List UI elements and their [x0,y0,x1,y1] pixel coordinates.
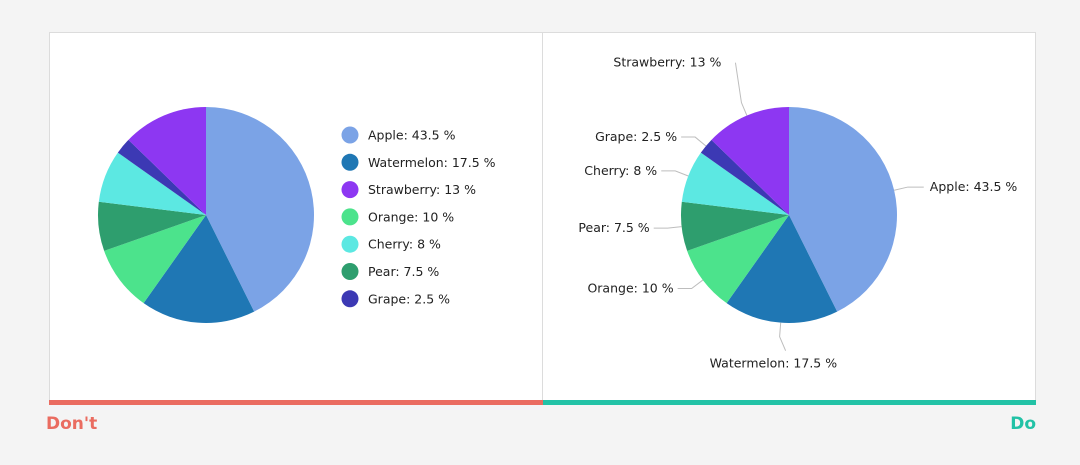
leader-line-cherry [661,170,689,177]
legend-label-watermelon: Watermelon: 17.5 % [368,155,496,170]
legend-marker-grape [341,290,359,308]
leader-line-strawberry [734,62,748,116]
pie-slice-pear [681,201,789,251]
pie-slice-cherry [681,152,789,215]
pie-slice-orange [104,215,206,304]
legend-label-cherry: Cherry: 8 % [368,237,441,252]
legend-marker-strawberry [341,181,359,199]
pie-slice-watermelon [726,215,838,324]
slice-label-pear: Pear: 7.5 % [578,220,649,235]
pie-slice-grape [117,139,206,215]
pie-slice-orange [687,215,789,304]
pie-slice-apple [789,107,898,312]
legend-label-orange: Orange: 10 % [368,209,454,224]
do-underline [543,400,1036,405]
slice-label-cherry: Cherry: 8 % [584,163,657,178]
slice-label-watermelon: Watermelon: 17.5 % [710,356,838,371]
leader-line-grape [681,136,707,147]
do-pie-chart: Apple: 43.5 % Watermelon: 17.5 % Orange: 1… [578,55,1018,371]
dont-caption: Don't [46,414,98,434]
pie-slice-watermelon [143,215,255,324]
slice-label-orange: Orange: 10 % [587,281,673,296]
slice-label-grape: Grape: 2.5 % [595,129,677,144]
legend-marker-orange [341,208,359,226]
slice-label-apple: Apple: 43.5 % [930,179,1018,194]
legend-marker-cherry [341,235,359,253]
slice-label-strawberry: Strawberry: 13 % [613,55,721,70]
leader-line-pear [653,226,682,229]
legend-label-grape: Grape: 2.5 % [368,291,450,306]
leader-line-watermelon [779,322,787,351]
pie-slice-pear [98,201,206,251]
legend-marker-watermelon [341,153,359,171]
do-panel: Apple: 43.5 % Watermelon: 17.5 % Orange: 1… [542,32,1036,402]
pie-slice-apple [206,107,315,312]
pie-slice-strawberry [128,107,206,215]
legend-label-apple: Apple: 43.5 % [368,128,456,143]
leader-line-orange [677,279,704,290]
legend-label-strawberry: Strawberry: 13 % [368,182,476,197]
legend-marker-apple [341,126,359,144]
legend-label-pear: Pear: 7.5 % [368,264,439,279]
pie-slice-strawberry [711,107,789,215]
dont-pie-chart: Apple: 43.5 % Watermelon: 17.5 % Strawberr… [98,107,496,324]
legend-marker-pear [341,263,359,280]
pie-slice-grape [700,139,789,215]
leader-line-apple [894,186,924,191]
do-caption: Do [1010,414,1036,434]
dont-panel: Apple: 43.5 % Watermelon: 17.5 % Strawberr… [49,32,543,402]
dont-underline [49,400,543,405]
pie-slice-cherry [98,152,206,215]
